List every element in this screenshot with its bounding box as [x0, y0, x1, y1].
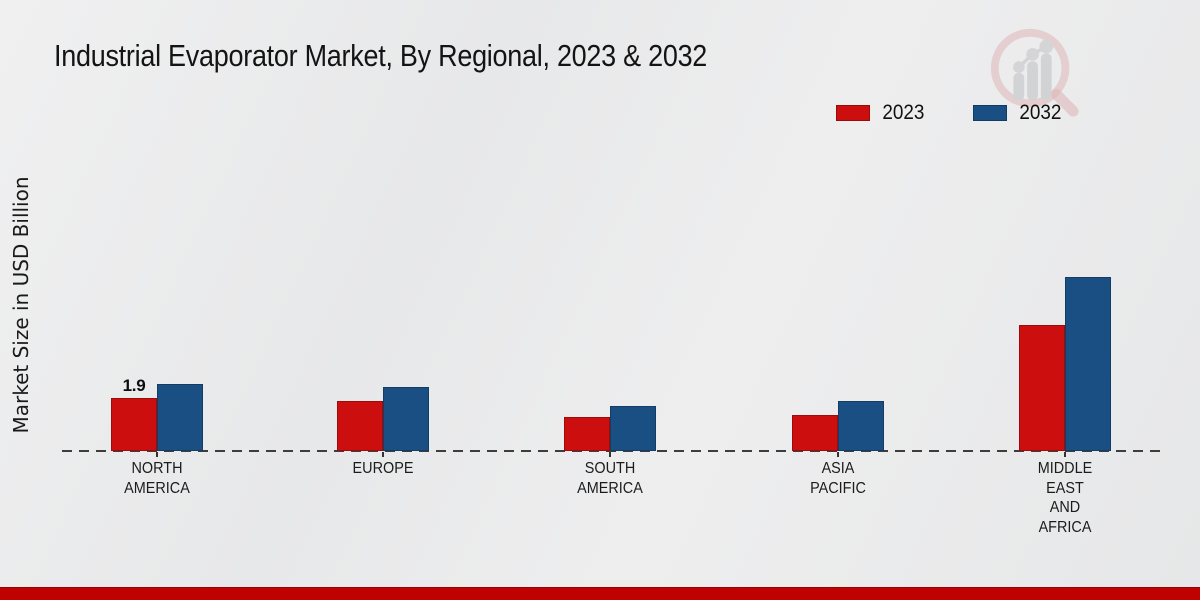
legend-item-2032: 2032 — [972, 101, 1064, 125]
bar-2032-south-america — [610, 406, 656, 451]
bar-2032-asia-pacific — [838, 401, 884, 451]
bar-group-south-america — [564, 406, 656, 451]
bar-2032-north-america — [157, 384, 203, 451]
bar-2032-middle-east-and-africa — [1065, 277, 1111, 451]
x-axis-tick-middle-east-and-africa — [1064, 452, 1066, 457]
data-label-2023-north-america: 1.9 — [122, 376, 146, 395]
x-axis-tick-south-america — [609, 452, 611, 457]
bar-2023-south-america — [564, 417, 610, 451]
x-axis-tick-europe — [382, 452, 384, 457]
bar-group-asia-pacific — [792, 401, 884, 451]
legend-label-2023: 2023 — [882, 101, 925, 124]
x-axis-tick-north-america — [156, 452, 158, 457]
x-axis-zero-line — [62, 450, 1160, 452]
footer-accent-band — [0, 587, 1200, 600]
brand-watermark-magnifier-chart-icon — [990, 28, 1079, 117]
chart-title: Industrial Evaporator Market, By Regiona… — [54, 38, 708, 73]
bar-2023-middle-east-and-africa — [1019, 325, 1065, 451]
category-label-north-america: NORTH AMERICA — [124, 460, 190, 497]
category-label-asia-pacific: ASIA PACIFIC — [810, 460, 866, 497]
bar-2023-asia-pacific — [792, 415, 838, 451]
bar-group-north-america — [111, 384, 203, 451]
bar-group-middle-east-and-africa — [1019, 277, 1111, 451]
legend: 2023 2032 — [836, 101, 1063, 125]
bar-2023-europe — [337, 401, 383, 451]
category-label-europe: EUROPE — [352, 460, 414, 477]
bar-2032-europe — [383, 387, 429, 451]
legend-swatch-2023 — [836, 105, 870, 121]
legend-swatch-2032 — [972, 105, 1007, 121]
x-axis-tick-asia-pacific — [837, 452, 839, 457]
bar-2023-north-america — [111, 398, 157, 451]
category-label-south-america: SOUTH AMERICA — [577, 460, 643, 497]
bar-group-europe — [337, 387, 429, 451]
category-label-middle-east-and-africa: MIDDLE EAST AND AFRICA — [1037, 460, 1093, 536]
legend-item-2023: 2023 — [836, 101, 927, 125]
legend-label-2032: 2032 — [1019, 101, 1062, 124]
